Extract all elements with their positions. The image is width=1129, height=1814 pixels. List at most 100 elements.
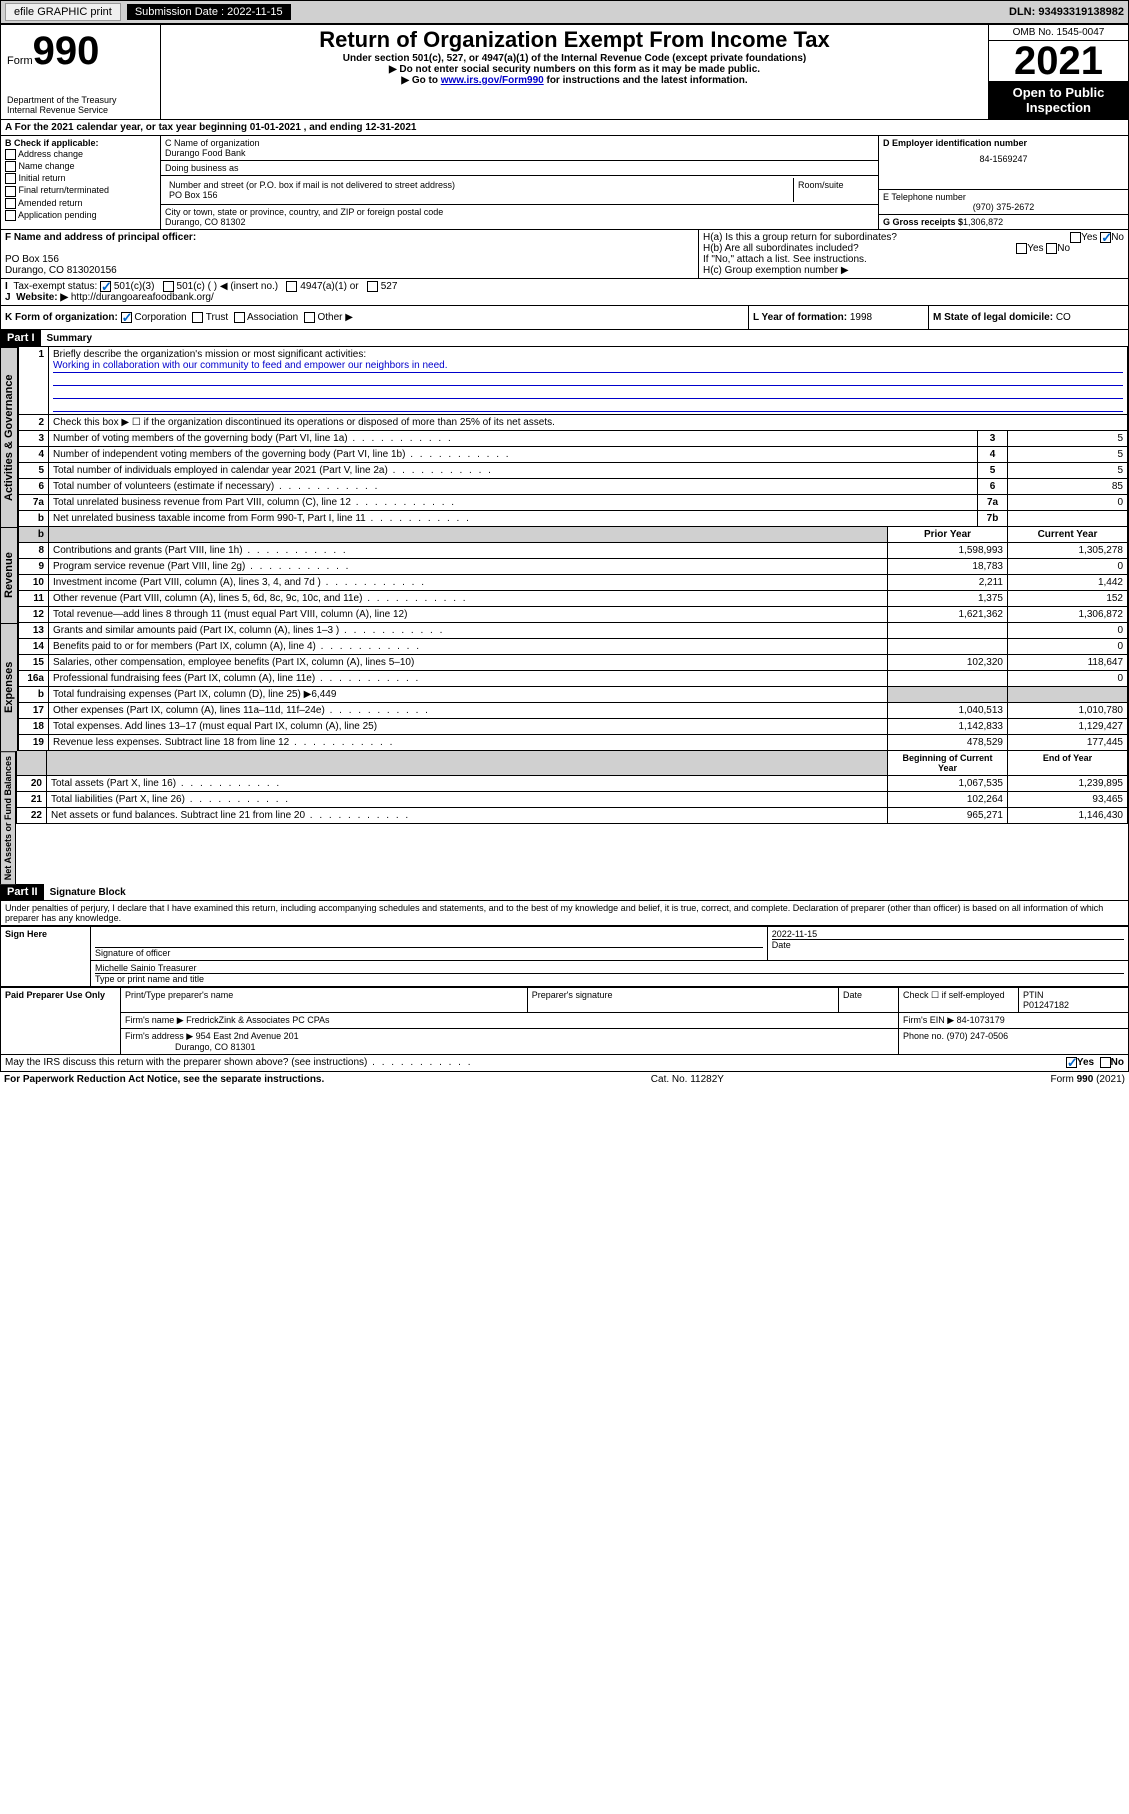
line1-label: Briefly describe the organization's miss… — [53, 349, 366, 360]
beg-year-header: Beginning of Current Year — [888, 751, 1008, 776]
topbar: efile GRAPHIC print Submission Date : 20… — [0, 0, 1129, 24]
submission-date: Submission Date : 2022-11-15 — [127, 4, 291, 20]
dept-label: Department of the Treasury Internal Reve… — [7, 95, 154, 115]
chk-501c3[interactable] — [100, 281, 111, 292]
chk-527[interactable] — [367, 281, 378, 292]
chk-initial-return[interactable]: Initial return — [5, 173, 156, 184]
date-label: Date — [772, 939, 1124, 950]
firm-addr1: 954 East 2nd Avenue 201 — [196, 1031, 299, 1041]
chk-name-change[interactable]: Name change — [5, 161, 156, 172]
gross-receipts: 1,306,872 — [963, 217, 1003, 227]
chk-trust[interactable] — [192, 312, 203, 323]
row-16a: 16aProfessional fundraising fees (Part I… — [19, 671, 1128, 687]
part2-title: Signature Block — [44, 887, 126, 898]
c-name-label: C Name of organization — [165, 138, 874, 148]
chk-4947[interactable] — [286, 281, 297, 292]
signer-name: Michelle Sainio Treasurer — [95, 963, 1124, 973]
website-value[interactable]: http://durangoareafoodbank.org/ — [71, 292, 214, 303]
f-line1: PO Box 156 — [5, 254, 59, 265]
row-22: 22Net assets or fund balances. Subtract … — [17, 808, 1128, 824]
chk-corp[interactable] — [121, 312, 132, 323]
may-irs-label: May the IRS discuss this return with the… — [5, 1057, 473, 1068]
vert-ag: Activities & Governance — [0, 347, 18, 527]
paid-preparer-table: Paid Preparer Use Only Print/Type prepar… — [0, 987, 1129, 1055]
row-7b: bNet unrelated business taxable income f… — [19, 511, 1128, 527]
current-year-header: Current Year — [1008, 527, 1128, 543]
row-20: 20Total assets (Part X, line 16)1,067,53… — [17, 776, 1128, 792]
part2-header: Part II — [1, 884, 44, 900]
hc-label: H(c) Group exemption number ▶ — [703, 265, 1124, 276]
line-a: A For the 2021 calendar year, or tax yea… — [0, 120, 1129, 136]
form-header: Form990 Department of the Treasury Inter… — [0, 24, 1129, 120]
chk-discuss-yes[interactable] — [1066, 1057, 1077, 1068]
open-public-label: Open to Public Inspection — [989, 81, 1128, 119]
row-5: 5Total number of individuals employed in… — [19, 463, 1128, 479]
chk-application-pending[interactable]: Application pending — [5, 210, 156, 221]
prep-phone: (970) 247-0506 — [947, 1031, 1009, 1041]
chk-address-change[interactable]: Address change — [5, 149, 156, 160]
part1-header-row: Part I Summary — [0, 330, 1129, 347]
firm-ein: 84-1073179 — [957, 1015, 1005, 1025]
chk-final-return[interactable]: Final return/terminated — [5, 185, 156, 196]
k-label: K Form of organization: — [5, 312, 118, 323]
form-subtitle-1: Under section 501(c), 527, or 4947(a)(1)… — [165, 53, 984, 64]
f-label: F Name and address of principal officer: — [5, 232, 196, 243]
b-header: B Check if applicable: — [5, 138, 99, 148]
j-label: Website: ▶ — [16, 292, 68, 303]
chk-discuss-no[interactable] — [1100, 1057, 1111, 1068]
dln-label: DLN: 93493319138982 — [1009, 6, 1124, 18]
sign-here-table: Sign Here Signature of officer 2022-11-1… — [0, 926, 1129, 987]
col-d: D Employer identification number 84-1569… — [878, 136, 1128, 229]
ein-value: 84-1569247 — [883, 148, 1124, 164]
chk-assoc[interactable] — [234, 312, 245, 323]
prep-date-label: Date — [839, 988, 899, 1013]
preparer-sig-label: Preparer's signature — [527, 988, 838, 1013]
sig-officer-label: Signature of officer — [95, 947, 763, 958]
row-21: 21Total liabilities (Part X, line 26)102… — [17, 792, 1128, 808]
row-8: 8Contributions and grants (Part VIII, li… — [19, 543, 1128, 559]
chk-amended[interactable]: Amended return — [5, 198, 156, 209]
year-formation: 1998 — [850, 312, 872, 323]
form-title: Return of Organization Exempt From Incom… — [165, 27, 984, 53]
row-14: 14Benefits paid to or for members (Part … — [19, 639, 1128, 655]
vert-rev: Revenue — [0, 527, 18, 623]
print-name-label: Print/Type preparer's name — [121, 988, 528, 1013]
hb-note: If "No," attach a list. See instructions… — [703, 254, 1124, 265]
row-4: 4Number of independent voting members of… — [19, 447, 1128, 463]
row-13: 13Grants and similar amounts paid (Part … — [19, 623, 1128, 639]
phone-label: Phone no. — [903, 1031, 944, 1041]
hb-label: H(b) Are all subordinates included? Yes … — [703, 243, 1124, 254]
f-line2: Durango, CO 813020156 — [5, 265, 117, 276]
vert-exp: Expenses — [0, 623, 18, 751]
penalty-text: Under penalties of perjury, I declare th… — [0, 901, 1129, 926]
row-18: 18Total expenses. Add lines 13–17 (must … — [19, 719, 1128, 735]
form-number: Form990 — [7, 29, 154, 74]
row-16b: bTotal fundraising expenses (Part IX, co… — [19, 687, 1128, 703]
ha-label: H(a) Is this a group return for subordin… — [703, 232, 1124, 243]
firm-name: FredrickZink & Associates PC CPAs — [186, 1015, 329, 1025]
ptin-label: PTIN — [1023, 990, 1044, 1000]
mission-text: Working in collaboration with our commun… — [53, 360, 1123, 373]
pra-notice: For Paperwork Reduction Act Notice, see … — [4, 1074, 324, 1085]
line2: Check this box ▶ ☐ if the organization d… — [49, 415, 1128, 431]
check-self[interactable]: Check ☐ if self-employed — [899, 988, 1019, 1013]
chk-501c[interactable] — [163, 281, 174, 292]
city-label: City or town, state or province, country… — [165, 207, 874, 217]
vert-net: Net Assets or Fund Balances — [0, 751, 16, 884]
col-b: B Check if applicable: Address change Na… — [1, 136, 161, 229]
chk-other[interactable] — [304, 312, 315, 323]
part1-title: Summary — [41, 333, 93, 344]
firm-addr-label: Firm's address ▶ — [125, 1031, 193, 1041]
prior-year-header: Prior Year — [888, 527, 1008, 543]
street-value: PO Box 156 — [169, 190, 789, 200]
row-9: 9Program service revenue (Part VIII, lin… — [19, 559, 1128, 575]
sign-date: 2022-11-15 — [772, 929, 1124, 939]
footer: For Paperwork Reduction Act Notice, see … — [0, 1072, 1129, 1087]
row-12: 12Total revenue—add lines 8 through 11 (… — [19, 607, 1128, 623]
form-subtitle-3: ▶ Go to www.irs.gov/Form990 for instruct… — [165, 75, 984, 86]
row-7a: 7aTotal unrelated business revenue from … — [19, 495, 1128, 511]
paid-label: Paid Preparer Use Only — [1, 988, 121, 1055]
row-6: 6Total number of volunteers (estimate if… — [19, 479, 1128, 495]
efile-print-button[interactable]: efile GRAPHIC print — [5, 3, 121, 21]
irs-link[interactable]: www.irs.gov/Form990 — [441, 75, 544, 86]
